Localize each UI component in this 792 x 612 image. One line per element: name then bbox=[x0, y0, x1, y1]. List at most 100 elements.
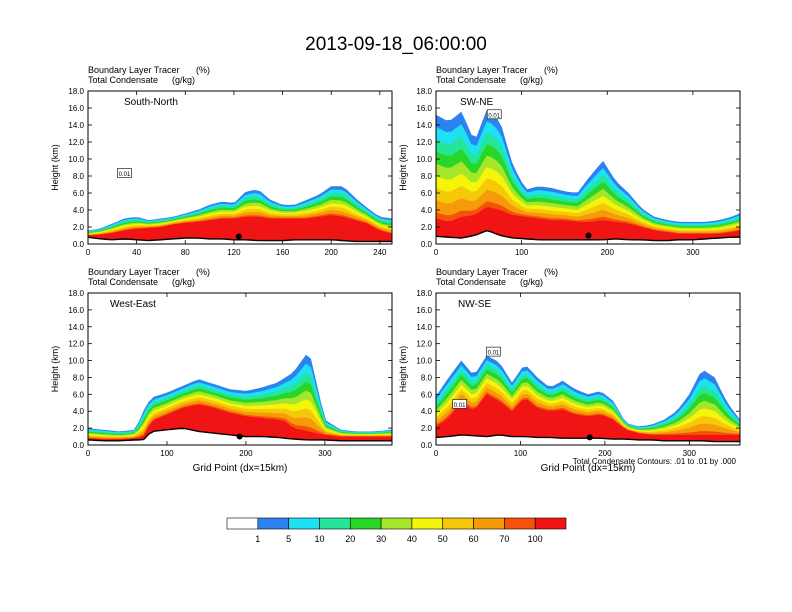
y-tick-label: 6.0 bbox=[421, 189, 433, 198]
x-tick-label: 100 bbox=[514, 449, 528, 458]
location-marker bbox=[586, 434, 593, 441]
panel-frame bbox=[87, 292, 393, 446]
tracer-field bbox=[88, 354, 392, 445]
y-tick-label: 14.0 bbox=[416, 323, 432, 332]
contour-label: 0.01 bbox=[454, 403, 466, 409]
panel-frame bbox=[435, 292, 741, 446]
var1-unit: (%) bbox=[196, 65, 210, 75]
y-tick-label: 8.0 bbox=[73, 172, 85, 181]
panel-nw-se: 0.01 0.01 0.0 2.0 4.0 6.0 8.0 10.0 12.0 14.0 16.0 1… bbox=[398, 267, 741, 474]
var2-unit: (g/kg) bbox=[172, 277, 195, 287]
tracer-band bbox=[88, 404, 392, 441]
colorbar-label: 70 bbox=[499, 534, 509, 544]
contour-label: 0.01 bbox=[119, 172, 131, 178]
y-tick-label: 10.0 bbox=[68, 155, 84, 164]
y-tick-label: 0.0 bbox=[73, 240, 85, 249]
x-axis-label: Grid Point (dx=15km) bbox=[193, 463, 288, 474]
x-tick-label: 40 bbox=[132, 248, 141, 257]
panel-label: NW-SE bbox=[458, 299, 491, 310]
colorbar-label: 5 bbox=[286, 534, 291, 544]
tracer-field bbox=[436, 355, 740, 445]
var2-unit: (g/kg) bbox=[172, 75, 195, 85]
panel-west-east: 0.0 2.0 4.0 6.0 8.0 10.0 12.0 14.0 16.0 18.0 0 100 2… bbox=[50, 267, 393, 474]
x-tick-label: 200 bbox=[601, 248, 615, 257]
colorbar-bin bbox=[411, 517, 444, 530]
colorbar-bin bbox=[257, 517, 289, 530]
colorbar-bin bbox=[319, 517, 351, 530]
colorbar-label: 50 bbox=[438, 534, 448, 544]
colorbar-bin bbox=[442, 517, 474, 530]
y-tick-label: 6.0 bbox=[421, 390, 433, 399]
y-tick-label: 14.0 bbox=[416, 121, 432, 130]
panel-sw-ne: 0.01 0.0 2.0 4.0 6.0 8.0 10.0 12.0 14.0 16.0 18.0 0… bbox=[398, 65, 741, 257]
y-tick-label: 6.0 bbox=[73, 390, 85, 399]
var2-label: Total Condensate bbox=[88, 75, 158, 85]
panel-label: SW-NE bbox=[460, 97, 493, 108]
y-tick-label: 18.0 bbox=[416, 289, 432, 298]
panel-label: South-North bbox=[124, 97, 178, 108]
y-tick-label: 4.0 bbox=[421, 206, 433, 215]
colorbar-bin bbox=[380, 517, 413, 530]
y-tick-label: 4.0 bbox=[73, 407, 85, 416]
y-axis-label: Height (km) bbox=[50, 144, 60, 191]
y-tick-label: 2.0 bbox=[73, 223, 85, 232]
var1-unit: (%) bbox=[196, 267, 210, 277]
colorbar-label: 60 bbox=[469, 534, 479, 544]
y-tick-label: 6.0 bbox=[73, 189, 85, 198]
y-tick-label: 16.0 bbox=[68, 306, 84, 315]
colorbar-label: 1 bbox=[255, 534, 260, 544]
y-tick-label: 10.0 bbox=[416, 357, 432, 366]
y-tick-label: 12.0 bbox=[68, 138, 84, 147]
location-marker bbox=[236, 433, 243, 440]
x-tick-label: 300 bbox=[686, 248, 700, 257]
panel-frame bbox=[435, 90, 741, 245]
colorbar-bin bbox=[473, 517, 505, 530]
x-tick-label: 200 bbox=[325, 248, 339, 257]
y-axis-label: Height (km) bbox=[398, 144, 408, 191]
colorbar-label: 100 bbox=[528, 534, 543, 544]
colorbar: 1 5 10 20 30 40 50 60 70 100 bbox=[226, 517, 567, 544]
x-tick-label: 0 bbox=[86, 248, 91, 257]
y-axis-label: Height (km) bbox=[50, 346, 60, 393]
x-tick-label: 0 bbox=[434, 449, 439, 458]
x-tick-label: 200 bbox=[239, 449, 253, 458]
contour-note: Total Condensate Contours: .01 to .01 by… bbox=[573, 457, 737, 466]
tracer-band bbox=[88, 215, 392, 242]
terrain-line bbox=[88, 236, 392, 243]
y-tick-label: 0.0 bbox=[73, 441, 85, 450]
y-tick-label: 14.0 bbox=[68, 121, 84, 130]
var1-label: Boundary Layer Tracer bbox=[436, 65, 528, 75]
location-marker bbox=[585, 232, 592, 239]
var1-label: Boundary Layer Tracer bbox=[88, 65, 180, 75]
y-tick-label: 4.0 bbox=[421, 407, 433, 416]
y-tick-label: 10.0 bbox=[68, 357, 84, 366]
contour-label-box bbox=[486, 346, 501, 357]
terrain-mask bbox=[436, 434, 740, 445]
y-tick-label: 8.0 bbox=[73, 373, 85, 382]
var2-label: Total Condensate bbox=[436, 75, 506, 85]
y-tick-label: 8.0 bbox=[421, 172, 433, 181]
panel-south-north: 0.01 0.0 2.0 4.0 6.0 8.0 10.0 12.0 14.0 16.0 18.0 0… bbox=[50, 65, 393, 257]
y-tick-label: 12.0 bbox=[416, 340, 432, 349]
colorbar-bin bbox=[504, 517, 536, 530]
y-tick-label: 18.0 bbox=[68, 87, 84, 96]
contour-label-box bbox=[117, 168, 132, 178]
x-tick-label: 240 bbox=[373, 248, 387, 257]
tracer-band bbox=[436, 394, 740, 442]
terrain-line bbox=[436, 229, 740, 242]
x-tick-label: 100 bbox=[515, 248, 529, 257]
location-marker bbox=[235, 233, 242, 240]
contour-label-box bbox=[452, 399, 467, 409]
panel-frame bbox=[87, 90, 393, 245]
contour-label-box bbox=[486, 109, 502, 120]
var1-label: Boundary Layer Tracer bbox=[436, 267, 528, 277]
y-tick-label: 14.0 bbox=[68, 323, 84, 332]
contour-label: 0.01 bbox=[488, 351, 500, 357]
colorbar-label: 10 bbox=[314, 534, 324, 544]
y-tick-label: 0.0 bbox=[421, 240, 433, 249]
y-tick-label: 2.0 bbox=[73, 424, 85, 433]
var1-unit: (%) bbox=[544, 267, 558, 277]
colorbar-label: 40 bbox=[407, 534, 417, 544]
y-tick-label: 10.0 bbox=[416, 155, 432, 164]
y-tick-label: 4.0 bbox=[73, 206, 85, 215]
